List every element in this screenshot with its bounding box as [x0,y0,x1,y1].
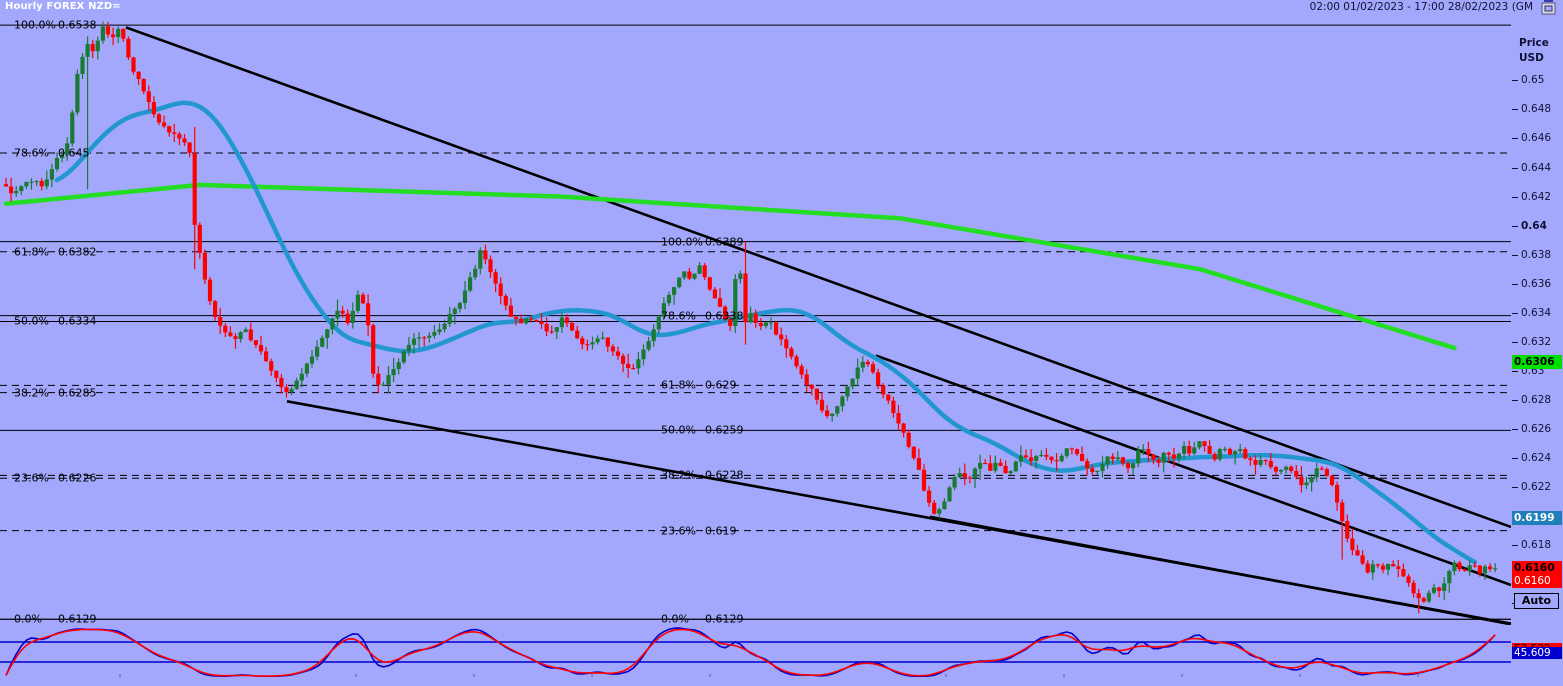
price-scale[interactable]: Price USD 0.65 0.648 0.646 0.644 0.642 0.64 0.… [1511,15,1563,625]
price-tick-label: 0.644 [1521,161,1552,174]
stochastic-oscillator-pane[interactable] [0,627,1511,677]
moving-average-fast-line [54,100,1478,565]
channel-upper [875,354,1511,587]
price-tick-mark [1512,370,1518,372]
ma-fast-tag: 0.6199 [1512,510,1562,525]
price-tick-mark [1512,457,1518,459]
support-lower [929,515,1511,625]
fibonacci-level-label: 0.0% 0.6129 [14,612,97,626]
price-tick-mark [1512,138,1518,140]
candlestick-series [3,21,1498,614]
price-tick-mark [1512,80,1518,82]
price-chart-pane[interactable] [0,15,1511,625]
downtrend-main [125,26,1511,529]
price-tick-label: 0.636 [1521,277,1552,290]
fibonacci-level-label: 0.0% 0.6129 [661,612,744,626]
price-tick-mark [1512,283,1518,285]
oscillator-svg [0,627,1511,677]
fibonacci-level-label: 100.0% 0.6538 [14,18,97,32]
fibonacci-level-label: 23.6% 0.619 [661,524,737,538]
fibonacci-level-label: 100.0% 0.6389 [661,235,744,249]
price-tick-label: 0.638 [1521,248,1552,261]
oscillator-scale[interactable]: 53.52245.609 USD Auto [1511,627,1563,686]
date-range-label: 02:00 01/02/2023 - 17:00 28/02/2023 (GM [1309,1,1533,13]
price-tick-mark [1512,487,1518,489]
price-tick-mark [1512,225,1518,227]
price-auto-button[interactable]: Auto [1514,593,1559,609]
title-bar: Hourly FOREX NZD= 02:00 01/02/2023 - 17:… [0,0,1563,15]
price-scale-header-price: Price [1519,37,1549,49]
price-tick-mark [1512,196,1518,198]
fibonacci-level-label: 38.2% 0.6228 [661,468,744,482]
price-tick-label: 0.632 [1521,335,1552,348]
price-tick-mark [1512,109,1518,111]
price-tick-mark [1512,254,1518,256]
stochastic-d-line [5,628,1496,677]
price-tick-label: 0.646 [1521,132,1552,145]
fibonacci-level-label: 61.8% 0.6382 [14,245,97,259]
fibonacci-level-label: 78.6% 0.6338 [661,309,744,323]
last-price-tag-bid: 0.6160 [1512,574,1562,589]
price-tick-mark [1512,341,1518,343]
price-tick-label: 0.624 [1521,451,1552,464]
ma-slow-tag: 0.6306 [1512,355,1562,370]
last-price-tag: 0.6160 [1512,561,1562,576]
moving-average-slow-line [3,182,1457,351]
price-tick-mark [1512,545,1518,547]
price-chart-svg [0,21,1511,625]
price-tick-label: 0.622 [1521,481,1552,494]
price-tick-label: 0.642 [1521,190,1552,203]
fibonacci-level-label: 61.8% 0.629 [661,378,737,392]
page-title: Hourly FOREX NZD= [5,1,121,12]
fibonacci-level-label: 50.0% 0.6334 [14,314,97,328]
price-tick-mark [1512,428,1518,430]
price-tick-label: 0.628 [1521,393,1552,406]
price-tick-label: 0.634 [1521,306,1552,319]
price-tick-label: 0.65 [1521,74,1545,87]
price-tick-label: 0.626 [1521,422,1552,435]
price-tick-label: 0.648 [1521,103,1552,116]
price-scale-header-currency: USD [1519,52,1544,64]
fibonacci-level-label: 38.2% 0.6285 [14,386,97,400]
fibonacci-level-label: 23.6% 0.6226 [14,471,97,485]
stoch-k-tag: 45.609 [1512,647,1562,660]
fibonacci-level-label: 78.6% 0.645 [14,146,90,160]
price-tick-mark [1512,399,1518,401]
price-tick-mark [1512,167,1518,169]
price-tick-mark [1512,312,1518,314]
fibonacci-level-label: 50.0% 0.6259 [661,423,744,437]
price-tick-label: 0.64 [1521,219,1547,232]
horizontal-scrollbar[interactable] [0,677,1511,686]
restore-window-icon[interactable] [1537,0,1559,15]
price-tick-label: 0.618 [1521,539,1552,552]
